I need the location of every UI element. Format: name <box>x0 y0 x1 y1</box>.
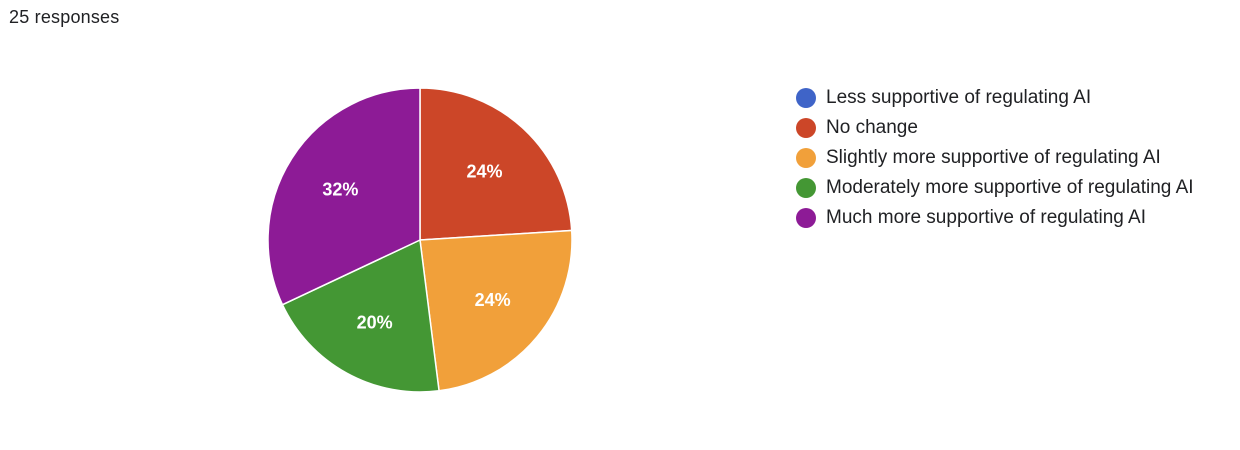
legend-swatch-2 <box>796 148 816 168</box>
pie-slice-4[interactable] <box>267 87 421 306</box>
pie-slice-label-1: 24% <box>466 161 502 181</box>
pie-slice-labels: 24% 24% 20% 32% <box>322 161 510 332</box>
pie-chart: 24% 24% 20% 32% <box>267 87 573 393</box>
legend-swatch-4 <box>796 208 816 228</box>
pie-slice-label-4: 32% <box>322 180 358 200</box>
legend-label-3: Moderately more supportive of regulating… <box>826 177 1194 198</box>
pie-slice-label-2: 24% <box>475 290 511 310</box>
legend-label-0: Less supportive of regulating AI <box>826 87 1092 108</box>
legend-label-4: Much more supportive of regulating AI <box>826 207 1147 228</box>
legend-item-3[interactable]: Moderately more supportive of regulating… <box>796 176 1216 202</box>
pie-slice-2[interactable] <box>419 229 573 392</box>
legend-item-0[interactable]: Less supportive of regulating AI <box>796 86 1216 112</box>
legend-label-2: Slightly more supportive of regulating A… <box>826 147 1161 168</box>
pie-slice-1[interactable] <box>419 87 573 241</box>
pie-slices <box>267 87 573 393</box>
legend-swatch-0 <box>796 88 816 108</box>
legend-item-4[interactable]: Much more supportive of regulating AI <box>796 206 1216 232</box>
pie-slice-3[interactable] <box>281 238 440 393</box>
legend-swatch-3 <box>796 178 816 198</box>
chart-legend: Less supportive of regulating AI No chang… <box>796 86 1216 236</box>
legend-swatch-1 <box>796 118 816 138</box>
pie-slice-label-3: 20% <box>357 313 393 333</box>
response-count: 25 responses <box>9 7 120 27</box>
legend-label-1: No change <box>826 117 918 138</box>
legend-item-2[interactable]: Slightly more supportive of regulating A… <box>796 146 1216 172</box>
legend-item-1[interactable]: No change <box>796 116 1216 142</box>
